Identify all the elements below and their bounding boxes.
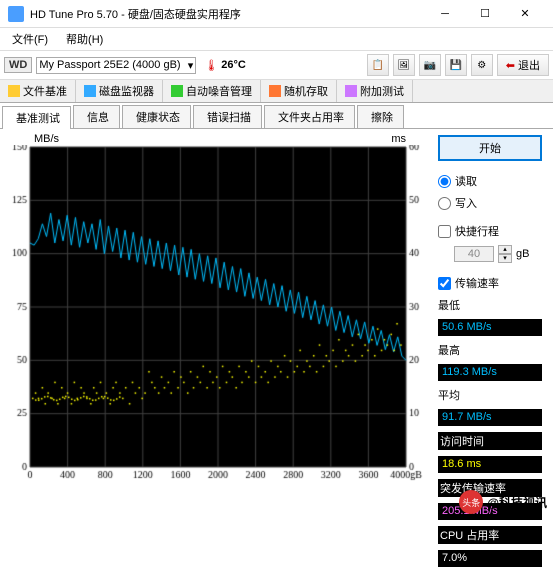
tab-row-2: 基准测试 信息 健康状态 错误扫描 文件夹占用率 擦除 [0, 103, 553, 129]
stride-input[interactable]: 40 [454, 246, 494, 262]
file-icon [8, 85, 20, 97]
tab-random-access[interactable]: 随机存取 [261, 80, 337, 102]
save-screenshot-button[interactable]: 📷 [419, 54, 441, 76]
tab-folder-usage[interactable]: 文件夹占用率 [264, 105, 355, 128]
tab-health[interactable]: 健康状态 [122, 105, 191, 128]
close-button[interactable]: ✕ [505, 1, 545, 27]
options-button[interactable]: ⚙ [471, 54, 493, 76]
drive-name: My Passport 25E2 (4000 gB) [39, 59, 180, 71]
y-axis-right-label: ms [391, 133, 406, 145]
sound-icon [171, 85, 183, 97]
thermometer-icon: 🌡 [204, 59, 218, 72]
app-icon [8, 6, 24, 22]
save-button[interactable]: 💾 [445, 54, 467, 76]
benchmark-chart [4, 145, 428, 485]
avg-label: 平均 [438, 387, 542, 403]
short-stroke-checkbox[interactable] [438, 225, 451, 238]
start-button[interactable]: 开始 [438, 135, 542, 161]
access-label: 访问时间 [438, 432, 542, 450]
minimize-button[interactable]: ─ [425, 1, 465, 27]
tab-error-scan[interactable]: 错误扫描 [193, 105, 262, 128]
stride-down[interactable]: ▾ [498, 254, 512, 263]
chevron-down-icon: ▾ [188, 59, 194, 72]
min-label: 最低 [438, 297, 542, 313]
window-title: HD Tune Pro 5.70 - 硬盘/固态硬盘实用程序 [30, 6, 425, 22]
copy-screenshot-button[interactable]: 🖼 [393, 54, 415, 76]
monitor-icon [84, 85, 96, 97]
access-value: 18.6 ms [438, 456, 542, 473]
transfer-checkbox[interactable] [438, 277, 451, 290]
random-icon [269, 85, 281, 97]
tab-aam[interactable]: 自动噪音管理 [163, 80, 261, 102]
menu-file[interactable]: 文件(F) [4, 29, 56, 49]
extra-icon [345, 85, 357, 97]
watermark-text: @科技视讯 [487, 494, 547, 511]
tab-benchmark[interactable]: 基准测试 [2, 106, 71, 129]
tab-file-benchmark[interactable]: 文件基准 [0, 80, 76, 102]
temperature: 26°C [221, 59, 246, 71]
exit-button[interactable]: ⬅ 退出 [497, 54, 549, 76]
max-label: 最高 [438, 342, 542, 358]
read-radio[interactable] [438, 175, 451, 188]
menu-help[interactable]: 帮助(H) [58, 29, 111, 49]
avg-value: 91.7 MB/s [438, 409, 542, 426]
write-radio[interactable] [438, 197, 451, 210]
drive-select[interactable]: My Passport 25E2 (4000 gB) ▾ [36, 57, 196, 74]
exit-icon: ⬅ [506, 59, 515, 72]
max-value: 119.3 MB/s [438, 364, 542, 381]
tab-row-1: 文件基准 磁盘监视器 自动噪音管理 随机存取 附加测试 [0, 80, 553, 103]
watermark: 头条 @科技视讯 [459, 490, 547, 514]
y-axis-left-label: MB/s [34, 133, 59, 145]
tab-extra-tests[interactable]: 附加测试 [337, 80, 413, 102]
stride-up[interactable]: ▴ [498, 245, 512, 254]
tab-erase[interactable]: 擦除 [357, 105, 404, 128]
tab-info[interactable]: 信息 [73, 105, 120, 128]
watermark-logo: 头条 [459, 490, 483, 514]
maximize-button[interactable]: ☐ [465, 1, 505, 27]
cpu-label: CPU 占用率 [438, 526, 542, 544]
min-value: 50.6 MB/s [438, 319, 542, 336]
drive-vendor: WD [4, 57, 32, 73]
copy-text-button[interactable]: 📋 [367, 54, 389, 76]
tab-disk-monitor[interactable]: 磁盘监视器 [76, 80, 163, 102]
cpu-value: 7.0% [438, 550, 542, 567]
